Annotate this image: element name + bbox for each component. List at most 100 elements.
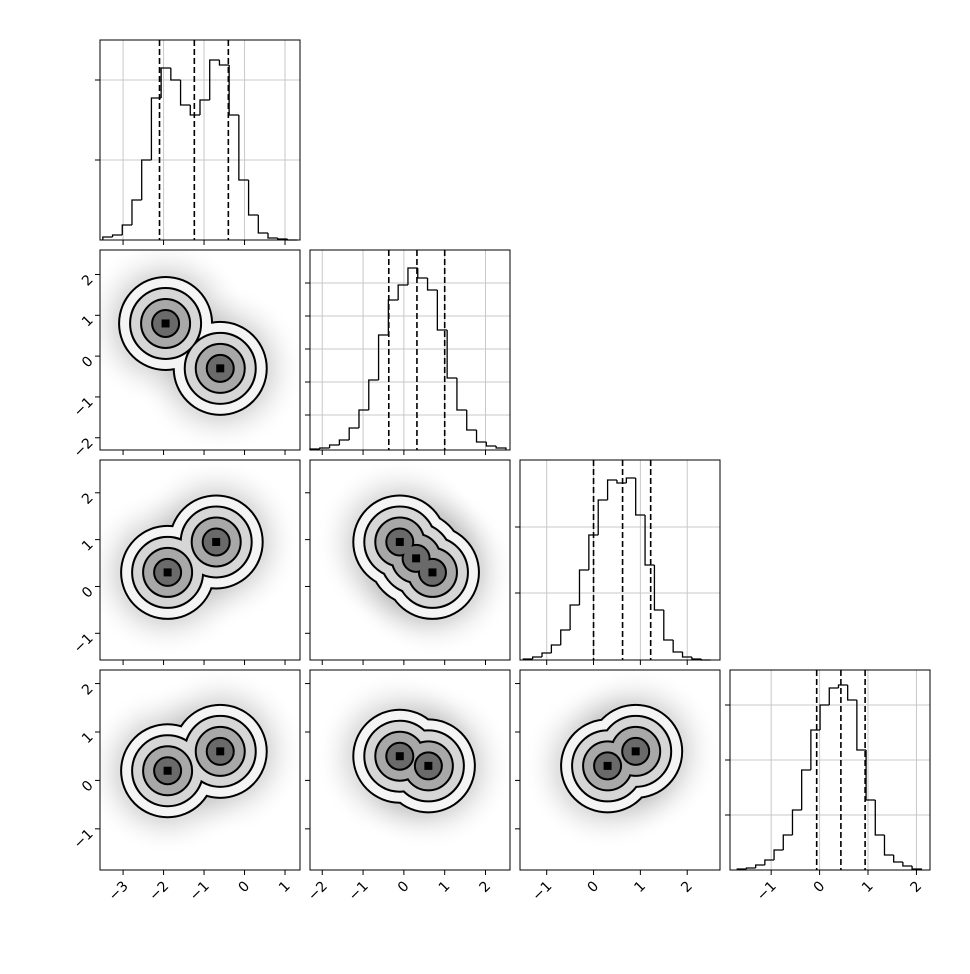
histogram-step xyxy=(358,409,369,428)
density-panel xyxy=(100,670,300,856)
histogram-step xyxy=(597,499,608,535)
y-tick-label: −1 xyxy=(71,826,97,852)
histogram-step xyxy=(131,199,142,225)
histogram-step xyxy=(436,290,448,331)
histogram-step xyxy=(569,604,580,630)
histogram-step xyxy=(121,224,132,235)
histogram-step xyxy=(801,769,811,810)
histogram-step xyxy=(644,515,655,566)
histogram-step xyxy=(238,115,249,181)
histogram-step xyxy=(475,430,487,443)
x-tick-label: 2 xyxy=(907,878,925,896)
histogram-step xyxy=(847,685,857,701)
histogram-step xyxy=(653,565,664,611)
histogram-step xyxy=(417,268,428,279)
x-tick-label: 1 xyxy=(276,878,294,896)
histogram-step xyxy=(635,478,646,516)
histogram-step xyxy=(257,215,269,234)
x-tick-label: 0 xyxy=(585,878,603,896)
panel-frame xyxy=(519,459,721,661)
density-panel xyxy=(314,460,510,658)
x-tick-label: −2 xyxy=(305,878,331,904)
histogram-step xyxy=(663,610,674,641)
panel-frame xyxy=(99,39,301,241)
density-panel xyxy=(100,250,300,450)
histogram-step xyxy=(446,330,457,379)
y-tick-label: 0 xyxy=(79,584,97,602)
histogram-step xyxy=(338,439,350,445)
histogram-step xyxy=(865,750,876,801)
density-panel xyxy=(522,670,720,851)
histogram-step xyxy=(791,809,802,835)
histogram-step xyxy=(485,442,497,447)
histogram-step xyxy=(773,849,784,860)
x-tick-label: −1 xyxy=(346,878,372,904)
density-peak xyxy=(216,364,225,373)
histogram-step xyxy=(189,105,200,116)
histogram-step xyxy=(755,864,765,868)
density-peak xyxy=(603,761,612,770)
panel-frame xyxy=(309,459,511,661)
histogram-step xyxy=(466,410,477,431)
density-peak xyxy=(163,568,172,577)
y-tick-label: −1 xyxy=(71,631,97,657)
histogram-step xyxy=(578,569,589,605)
panel-frame xyxy=(309,669,511,871)
histogram-step xyxy=(150,97,162,160)
y-tick-label: −2 xyxy=(71,435,97,461)
histogram-step xyxy=(893,855,903,863)
histogram-step xyxy=(111,234,123,237)
histogram-step xyxy=(160,67,171,98)
histogram-step xyxy=(209,59,220,100)
histogram-step xyxy=(102,236,113,240)
x-tick-label: 2 xyxy=(678,878,696,896)
histogram-step xyxy=(495,446,507,450)
density-peak xyxy=(163,766,172,775)
density-peak xyxy=(395,752,404,761)
density-panel xyxy=(314,671,510,851)
x-tick-label: −2 xyxy=(146,878,172,904)
histogram-step xyxy=(828,687,839,705)
panel-frame xyxy=(729,669,931,871)
histogram-step xyxy=(560,629,571,645)
histogram-step xyxy=(348,427,359,440)
histogram-step xyxy=(782,834,793,850)
y-tick-label: 2 xyxy=(79,272,97,290)
x-tick-label: 1 xyxy=(436,878,454,896)
x-tick-label: −1 xyxy=(529,878,555,904)
histogram-step xyxy=(387,299,399,335)
histogram-step xyxy=(277,238,288,240)
x-tick-label: 1 xyxy=(859,878,877,896)
density-peak xyxy=(216,747,225,756)
y-tick-label: −1 xyxy=(71,394,97,420)
histogram-step xyxy=(810,729,821,770)
density-peak xyxy=(212,537,221,546)
panel-frame xyxy=(99,459,301,661)
histogram-step xyxy=(319,447,330,449)
x-tick-label: 2 xyxy=(477,878,495,896)
histogram-step xyxy=(745,867,756,869)
panel-frame xyxy=(519,669,721,871)
density-peak xyxy=(631,747,640,756)
y-tick-label: 1 xyxy=(79,729,97,747)
x-tick-label: −3 xyxy=(106,878,132,904)
histogram-step xyxy=(141,159,152,200)
panel-frame xyxy=(309,249,511,451)
histogram-step xyxy=(267,233,278,239)
density-panel xyxy=(100,460,300,658)
y-tick-label: 1 xyxy=(79,313,97,331)
histogram-step xyxy=(681,652,692,658)
histogram-step xyxy=(588,534,599,570)
histogram-step xyxy=(328,444,340,448)
y-tick-label: 0 xyxy=(79,353,97,371)
histogram-step xyxy=(531,656,543,659)
histogram-step xyxy=(616,480,627,484)
x-tick-label: 0 xyxy=(811,878,829,896)
histogram-step xyxy=(368,379,379,410)
histogram-step xyxy=(541,652,552,657)
histogram-step xyxy=(902,862,913,867)
histogram-step xyxy=(606,479,617,500)
histogram-step xyxy=(837,684,848,688)
y-tick-label: 1 xyxy=(79,537,97,555)
